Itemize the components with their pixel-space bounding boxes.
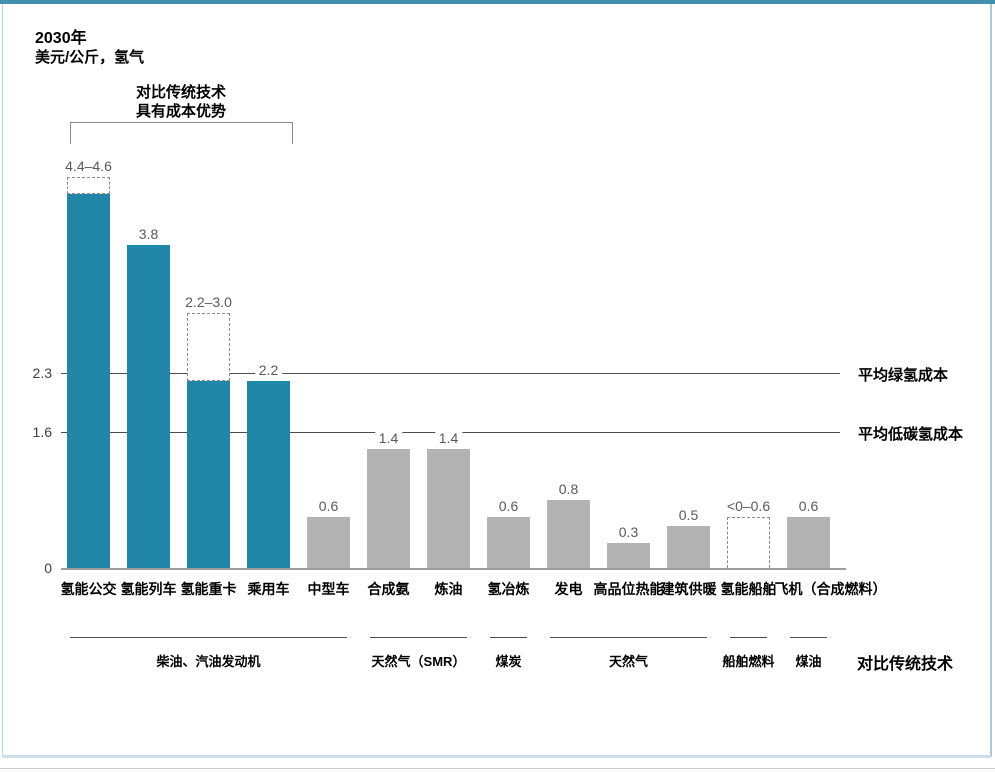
bar-dashed-range-11	[727, 517, 770, 568]
value-label-12: 0.6	[794, 496, 823, 516]
bar-dashed-range-2	[187, 313, 230, 381]
bar-8	[547, 500, 590, 568]
x-axis-baseline	[61, 568, 846, 570]
comparison-group-label-0: 柴油、汽油发动机	[156, 654, 261, 669]
value-label-5: 1.4	[374, 428, 403, 448]
annotation-line1: 对比传统技术	[135, 84, 227, 101]
y-axis-tick-1: 1.6	[32, 424, 52, 440]
category-label-9: 高品位热能	[593, 581, 664, 597]
comparison-group-label-4: 船舶燃料	[722, 654, 775, 669]
category-label-7: 氢冶炼	[487, 581, 530, 597]
window-bottom-border	[2, 755, 991, 758]
comparison-group-line-4	[730, 637, 767, 638]
category-label-8: 发电	[554, 581, 583, 597]
category-label-0: 氢能公交	[60, 581, 117, 597]
value-label-0: 4.4–4.6	[61, 156, 116, 176]
value-label-1: 3.8	[134, 224, 163, 244]
bar-4	[307, 517, 350, 568]
value-label-9: 0.3	[614, 522, 643, 542]
comparison-axis-label: 对比传统技术	[857, 656, 954, 673]
comparison-group-label-1: 天然气（SMR）	[371, 654, 466, 669]
window-top-border	[0, 0, 995, 4]
window-left-border	[2, 4, 3, 756]
category-label-11: 氢能船舶	[720, 581, 777, 597]
bar-0	[67, 194, 110, 568]
bar-3	[247, 381, 290, 568]
bar-1	[127, 245, 170, 568]
chart-title-unit: 美元/公斤，氢气	[35, 49, 145, 66]
comparison-group-line-1	[370, 637, 467, 638]
bar-12	[787, 517, 830, 568]
chart-title-year: 2030年	[35, 30, 87, 47]
category-label-2: 氢能重卡	[180, 581, 237, 597]
bar-2	[187, 381, 230, 568]
reference-line-label-0: 平均绿氢成本	[858, 367, 949, 384]
bar-10	[667, 526, 710, 568]
value-label-11: <0–0.6	[722, 496, 775, 516]
value-label-3: 2.2	[254, 360, 283, 380]
comparison-group-label-3: 天然气	[608, 654, 649, 669]
category-label-12: 飞机（合成燃料）	[774, 581, 887, 597]
comparison-group-label-2: 煤炭	[495, 654, 522, 669]
bar-6	[427, 449, 470, 568]
cost-advantage-bracket	[70, 122, 293, 144]
reference-line-label-1: 平均低碳氢成本	[858, 426, 964, 443]
category-label-3: 乘用车	[247, 581, 290, 597]
category-label-6: 炼油	[434, 581, 463, 597]
value-label-4: 0.6	[314, 496, 343, 516]
bar-9	[607, 543, 650, 568]
bar-7	[487, 517, 530, 568]
value-label-7: 0.6	[494, 496, 523, 516]
value-label-6: 1.4	[434, 428, 463, 448]
comparison-group-line-3	[550, 637, 707, 638]
window-right-border	[990, 4, 992, 757]
value-label-8: 0.8	[554, 479, 583, 499]
comparison-group-line-2	[490, 637, 527, 638]
reference-line-0	[61, 373, 840, 374]
value-label-2: 2.2–3.0	[181, 292, 236, 312]
comparison-group-line-0	[70, 637, 347, 638]
annotation-line2: 具有成本优势	[135, 103, 227, 120]
cost-advantage-annotation: 对比传统技术 具有成本优势	[136, 83, 226, 121]
comparison-group-line-5	[790, 637, 827, 638]
comparison-group-label-5: 煤油	[795, 654, 822, 669]
category-label-10: 建筑供暖	[660, 581, 717, 597]
value-label-10: 0.5	[674, 505, 703, 525]
category-label-4: 中型车	[307, 581, 350, 597]
category-label-5: 合成氨	[367, 581, 410, 597]
window-bottom-hairline	[0, 768, 995, 769]
bar-dashed-range-0	[67, 177, 110, 194]
bar-5	[367, 449, 410, 568]
y-axis-tick-zero: 0	[44, 560, 52, 576]
category-label-1: 氢能列车	[120, 581, 177, 597]
y-axis-tick-0: 2.3	[32, 365, 52, 381]
